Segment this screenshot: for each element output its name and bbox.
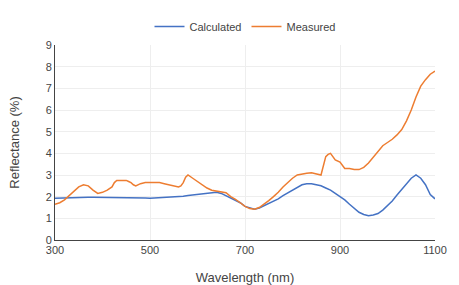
svg-text:8: 8 [46, 61, 52, 73]
svg-text:0: 0 [46, 234, 52, 246]
svg-text:Wavelength (nm): Wavelength (nm) [196, 270, 295, 285]
svg-text:4: 4 [46, 147, 52, 159]
svg-text:9: 9 [46, 39, 52, 51]
svg-text:1: 1 [46, 212, 52, 224]
svg-text:900: 900 [331, 244, 349, 256]
svg-text:1100: 1100 [423, 244, 447, 256]
svg-text:5: 5 [46, 126, 52, 138]
svg-text:500: 500 [141, 244, 159, 256]
svg-text:Reflectance (%): Reflectance (%) [7, 96, 22, 188]
svg-text:Measured: Measured [286, 21, 335, 33]
svg-text:7: 7 [46, 82, 52, 94]
svg-text:700: 700 [236, 244, 254, 256]
svg-text:Calculated: Calculated [190, 21, 242, 33]
svg-text:2: 2 [46, 191, 52, 203]
svg-text:6: 6 [46, 104, 52, 116]
svg-text:300: 300 [46, 244, 64, 256]
svg-text:3: 3 [46, 169, 52, 181]
